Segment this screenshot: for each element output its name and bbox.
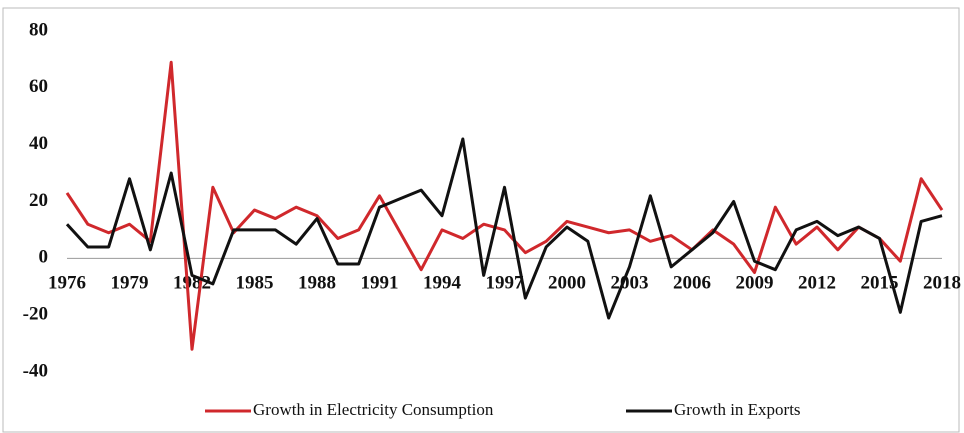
x-tick-label: 1988: [298, 273, 336, 294]
y-tick-label: 20: [29, 190, 48, 211]
x-tick-label: 2015: [861, 273, 899, 294]
x-tick-label: 1979: [111, 273, 149, 294]
x-tick-label: 2006: [673, 273, 711, 294]
y-tick-label: 40: [29, 133, 48, 154]
y-tick-label: -20: [23, 304, 48, 325]
x-tick-label: 1994: [423, 273, 462, 294]
y-tick-label: 80: [29, 19, 48, 40]
x-tick-label: 1997: [486, 273, 525, 294]
x-tick-label: 1985: [236, 273, 274, 294]
frame: [2, 7, 960, 433]
x-tick-label: 2018: [923, 273, 961, 294]
y-tick-label: 0: [39, 247, 49, 268]
legend-label: Growth in Exports: [674, 400, 801, 419]
y-tick-label: 60: [29, 76, 48, 97]
x-tick-label: 1976: [48, 273, 86, 294]
series-line: [65, 137, 943, 320]
x-tick-label: 2000: [548, 273, 586, 294]
y-tick-label: -40: [23, 360, 48, 381]
x-tick-label: 2003: [611, 273, 649, 294]
legend-label: Growth in Electricity Consumption: [253, 400, 494, 419]
x-tick-label: 2009: [736, 273, 774, 294]
series-line: [65, 60, 944, 351]
x-tick-label: 2012: [798, 273, 836, 294]
x-tick-label: 1991: [361, 273, 399, 294]
